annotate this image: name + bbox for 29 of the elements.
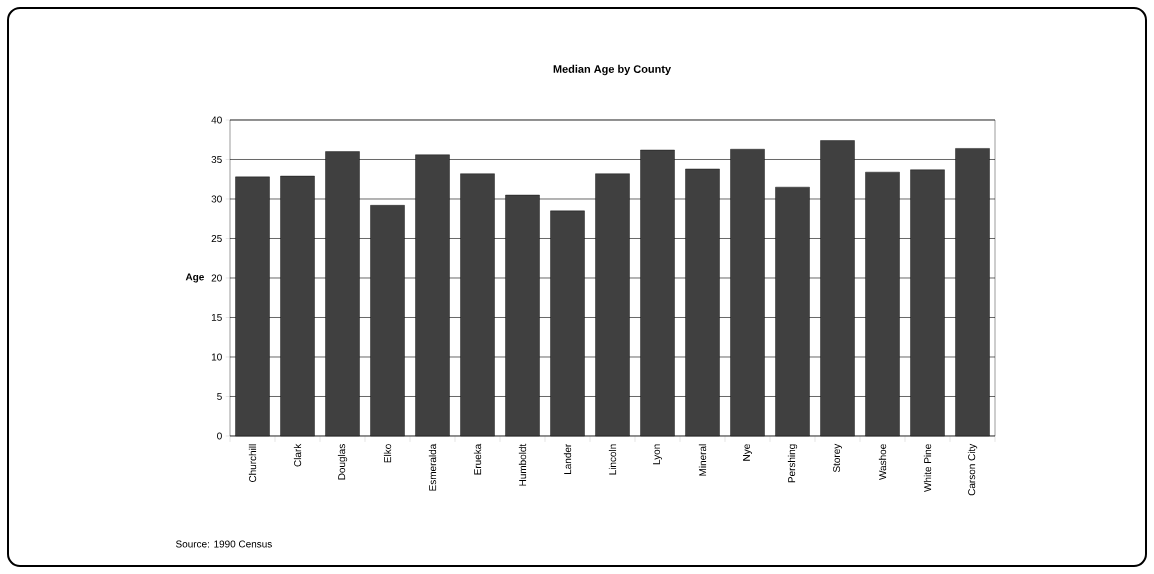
y-tick-label: 5 — [217, 393, 222, 400]
x-tick-label: Lyon — [653, 444, 662, 465]
x-tick-label: Lincoln — [608, 444, 617, 475]
y-tick-label: 20 — [211, 274, 222, 282]
x-tick-label: Washoe — [878, 444, 887, 480]
source-note: Source: 1990 Census — [175, 540, 272, 548]
x-tick-label: Elko — [383, 444, 392, 463]
y-tick-label: 0 — [217, 432, 222, 440]
x-tick-label: Mineral — [698, 444, 707, 476]
x-tick-label: Carson City — [967, 443, 978, 496]
x-tick-label: Nye — [743, 444, 752, 461]
y-axis-title: Age — [185, 273, 204, 283]
x-tick-label: Humboldt — [518, 443, 527, 486]
x-tick-label: Clark — [293, 443, 302, 467]
y-tick-label: 40 — [211, 116, 222, 124]
x-tick-label: Douglas — [337, 444, 348, 480]
y-tick-label: 15 — [211, 314, 222, 321]
x-tick-label: Esmeralda — [428, 443, 437, 491]
y-tick-label: 10 — [211, 353, 222, 361]
y-tick-label: 30 — [211, 195, 222, 203]
x-tick-label: White Pine — [923, 444, 932, 492]
y-tick-label: 25 — [211, 234, 222, 243]
x-tick-label: Pershing — [787, 444, 798, 483]
x-tick-label: Erueka — [473, 443, 482, 475]
chart-title: Median Age by County — [553, 64, 671, 76]
y-tick-label: 35 — [211, 155, 222, 164]
x-tick-label: Lander — [563, 443, 572, 474]
x-tick-label: Churchill — [248, 444, 257, 483]
x-tick-label: Storey — [833, 443, 843, 473]
